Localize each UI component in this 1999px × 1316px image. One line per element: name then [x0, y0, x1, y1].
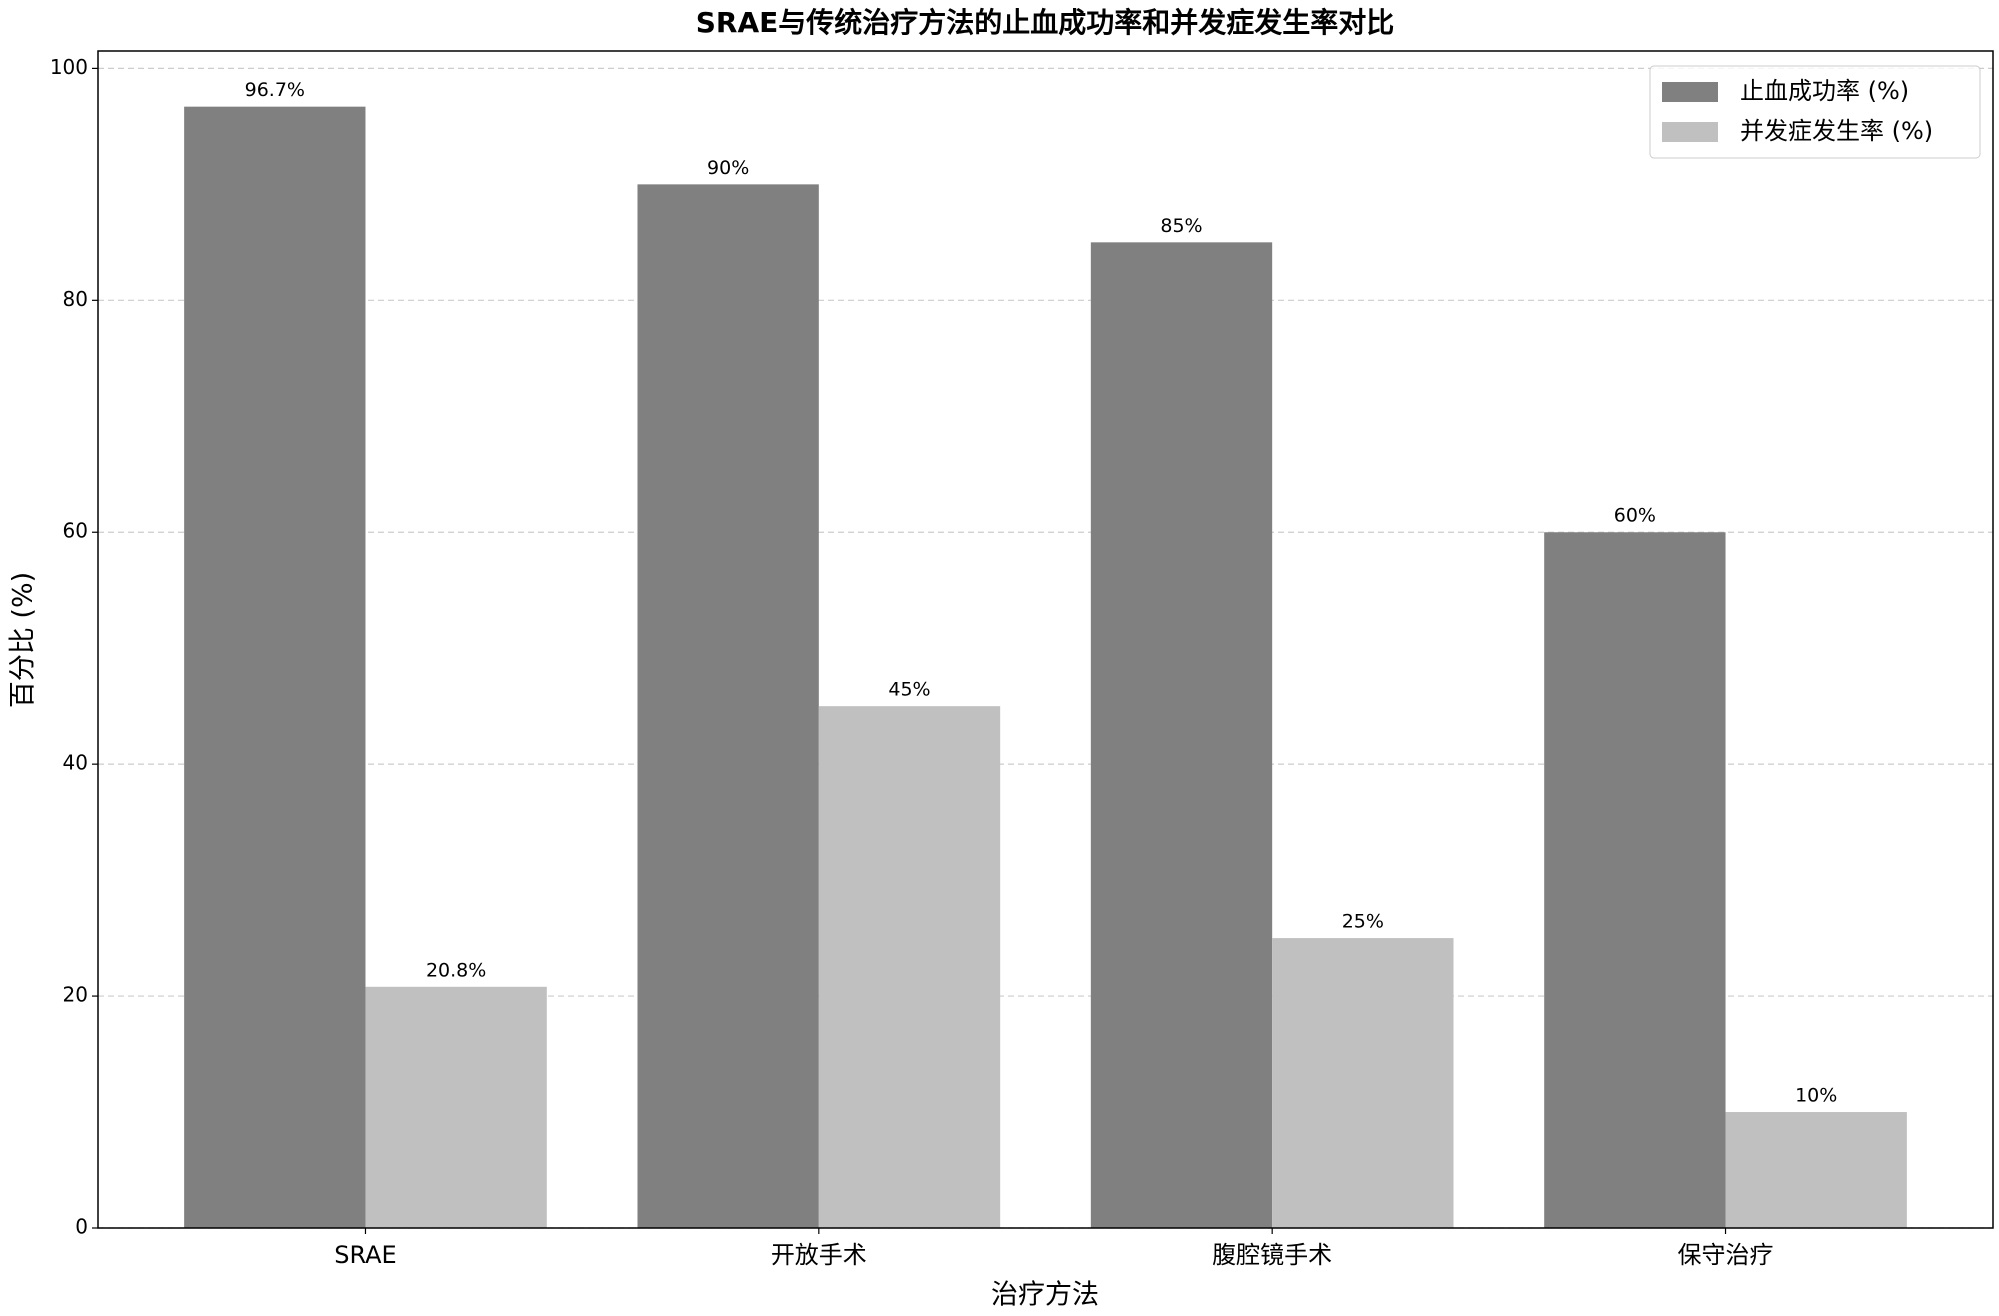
data-label: 45%	[888, 679, 930, 701]
y-axis-title: 百分比 (%)	[8, 572, 39, 708]
y-tick-label: 40	[63, 751, 88, 775]
legend-label: 止血成功率 (%)	[1740, 77, 1909, 105]
bar	[1725, 1112, 1907, 1228]
y-tick-label: 20	[63, 983, 88, 1007]
bar	[1272, 938, 1454, 1228]
x-tick-label: 保守治疗	[1678, 1241, 1774, 1269]
x-axis-title: 治疗方法	[991, 1280, 1099, 1311]
bar	[818, 706, 1001, 1228]
bar	[365, 986, 547, 1228]
data-label: 90%	[707, 157, 749, 179]
x-tick-label: 腹腔镜手术	[1212, 1241, 1332, 1269]
bar	[1090, 242, 1273, 1229]
legend-swatch	[1662, 122, 1718, 142]
data-label: 96.7%	[245, 79, 305, 101]
bar	[637, 184, 819, 1228]
bar	[1544, 532, 1726, 1228]
data-label: 85%	[1160, 215, 1202, 237]
legend-label: 并发症发生率 (%)	[1740, 117, 1933, 145]
data-label: 60%	[1614, 505, 1656, 527]
legend-box	[1649, 65, 1981, 159]
bar	[184, 106, 366, 1228]
data-label: 10%	[1795, 1085, 1837, 1107]
x-tick-label: 开放手术	[771, 1241, 867, 1269]
y-tick-label: 60	[63, 519, 88, 543]
legend-swatch	[1662, 82, 1718, 102]
data-label: 25%	[1342, 911, 1384, 933]
x-tick-label: SRAE	[334, 1241, 397, 1269]
data-label: 20.8%	[426, 959, 486, 981]
plot-frame	[97, 50, 1994, 1229]
y-tick-label: 100	[50, 55, 88, 79]
y-tick-label: 80	[63, 287, 88, 311]
y-tick-label: 0	[75, 1215, 88, 1239]
chart-title: SRAE与传统治疗方法的止血成功率和并发症发生率对比	[696, 6, 1395, 39]
